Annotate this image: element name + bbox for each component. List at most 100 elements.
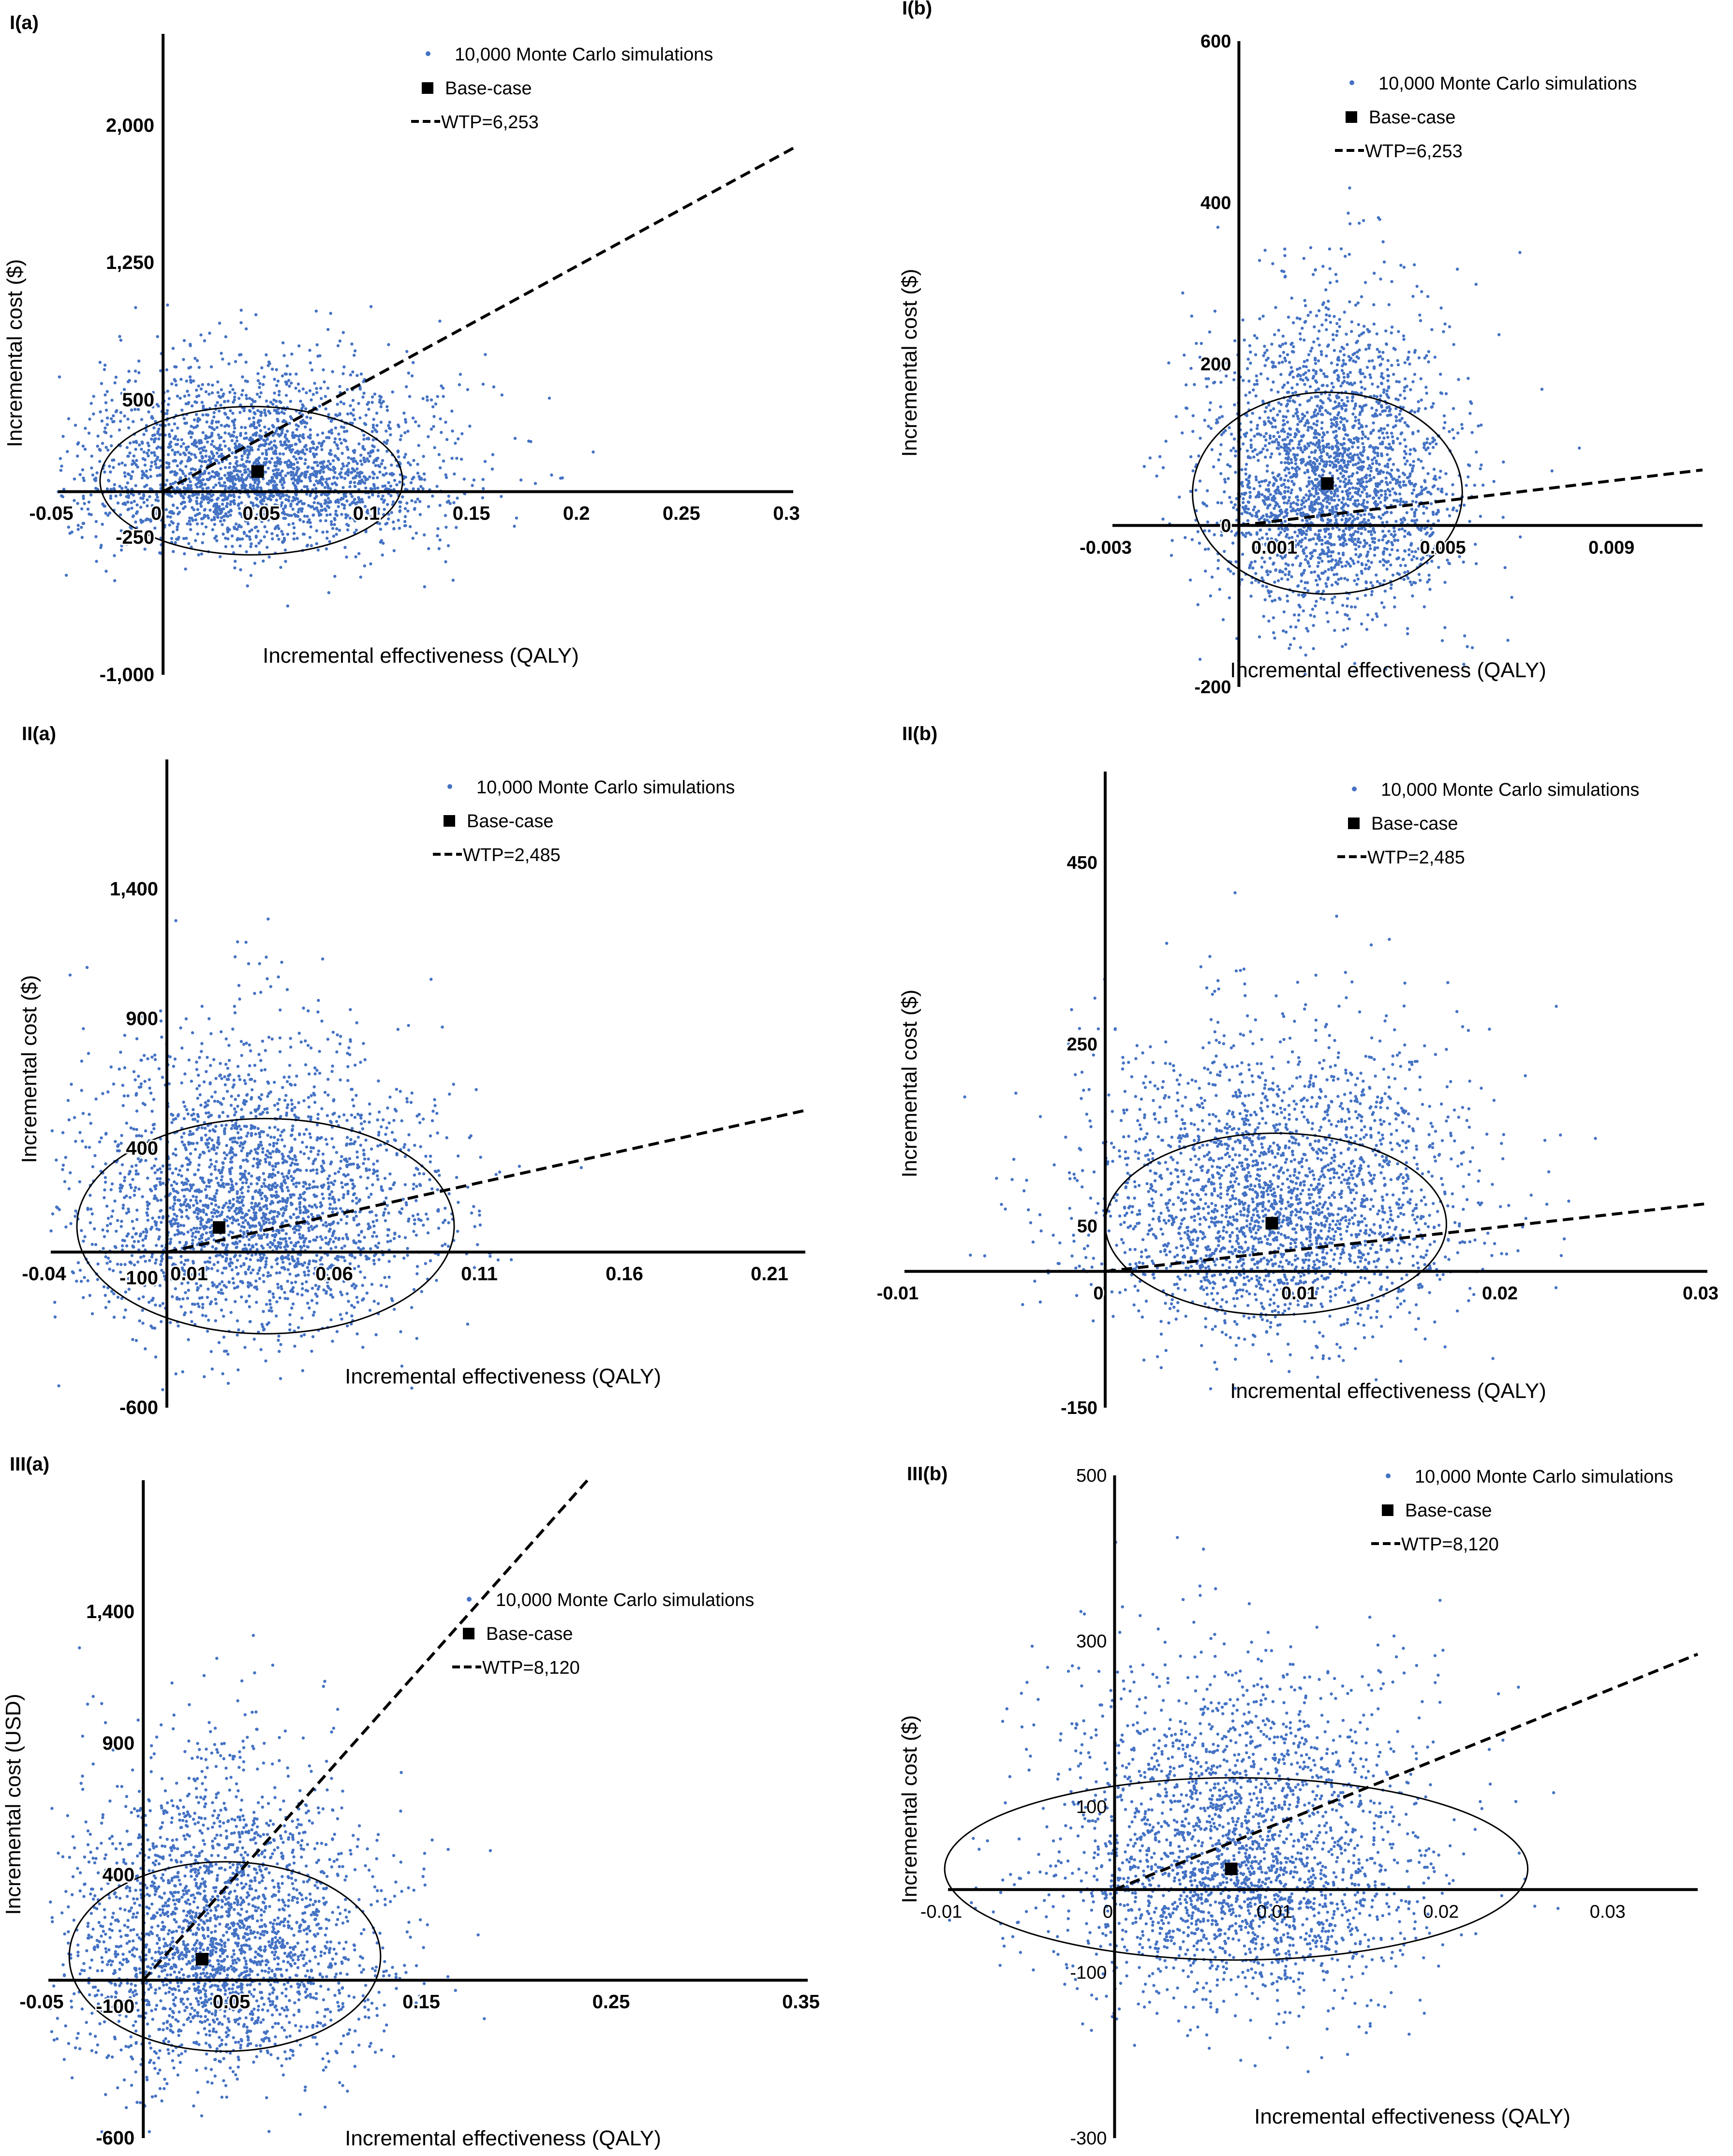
simulation-point xyxy=(1193,383,1196,387)
simulation-point xyxy=(296,424,300,428)
simulation-point xyxy=(131,470,134,474)
simulation-point xyxy=(1286,381,1289,385)
simulation-point xyxy=(193,493,196,497)
simulation-point xyxy=(233,525,236,529)
simulation-point xyxy=(340,513,343,516)
simulation-point xyxy=(292,455,296,459)
simulation-point xyxy=(296,536,299,540)
simulation-point xyxy=(1442,426,1446,430)
simulation-point xyxy=(139,506,143,509)
simulation-point xyxy=(1365,480,1368,484)
simulation-point xyxy=(248,513,251,517)
simulation-point xyxy=(1466,475,1470,479)
simulation-point xyxy=(1210,575,1214,579)
simulation-point xyxy=(1413,514,1416,518)
simulation-point xyxy=(1299,337,1302,341)
simulation-point xyxy=(1383,589,1387,593)
simulation-point xyxy=(1314,443,1317,447)
simulation-point xyxy=(190,404,194,408)
simulation-point xyxy=(136,465,139,469)
simulation-point xyxy=(185,536,188,540)
simulation-point xyxy=(1409,448,1412,451)
simulation-point xyxy=(404,453,407,456)
simulation-point xyxy=(285,430,289,433)
simulation-point xyxy=(1248,344,1252,347)
simulation-point xyxy=(1300,580,1303,583)
simulation-point xyxy=(513,524,516,528)
simulation-point xyxy=(109,470,112,474)
simulation-point xyxy=(321,508,324,512)
simulation-point xyxy=(179,445,183,448)
simulation-point xyxy=(1303,445,1307,448)
simulation-point xyxy=(1263,344,1266,348)
simulation-point xyxy=(1503,566,1507,569)
simulation-point xyxy=(195,502,199,506)
simulation-point xyxy=(101,442,104,445)
simulation-point xyxy=(1335,572,1339,576)
simulation-point xyxy=(1413,351,1417,354)
simulation-point xyxy=(1386,483,1389,486)
simulation-point xyxy=(1267,504,1271,507)
simulation-point xyxy=(1391,477,1394,481)
simulation-point xyxy=(1216,225,1220,229)
simulation-point xyxy=(1281,427,1285,431)
simulation-point xyxy=(1232,446,1235,450)
simulation-point xyxy=(302,502,306,506)
simulation-point xyxy=(76,528,80,531)
simulation-point xyxy=(1480,423,1483,427)
simulation-point xyxy=(1283,468,1287,472)
simulation-point xyxy=(200,446,204,450)
simulation-point xyxy=(119,339,123,342)
simulation-point xyxy=(1346,453,1349,457)
simulation-point xyxy=(1292,637,1296,640)
simulation-point xyxy=(152,451,156,454)
simulation-point xyxy=(203,471,207,475)
simulation-point xyxy=(388,420,391,424)
simulation-point xyxy=(337,505,340,508)
simulation-point xyxy=(403,524,407,528)
simulation-point xyxy=(1443,580,1447,584)
simulation-point xyxy=(165,368,168,372)
simulation-point xyxy=(416,471,420,475)
simulation-point xyxy=(200,552,204,556)
simulation-point xyxy=(142,402,146,405)
simulation-point xyxy=(1392,530,1396,533)
simulation-point xyxy=(259,391,263,395)
simulation-point xyxy=(235,439,239,443)
simulation-point xyxy=(147,448,150,452)
simulation-point xyxy=(166,303,169,307)
simulation-point xyxy=(1340,506,1344,510)
simulation-point xyxy=(1325,328,1328,331)
x-axis-title: Incremental effectiveness (QALY) xyxy=(263,644,579,668)
simulation-point xyxy=(1319,502,1322,506)
simulation-point xyxy=(249,424,252,428)
simulation-point xyxy=(220,352,223,355)
simulation-point xyxy=(404,476,407,479)
simulation-point xyxy=(1417,430,1420,433)
simulation-point xyxy=(1319,451,1323,454)
simulation-point xyxy=(259,414,263,417)
simulation-point xyxy=(1191,469,1195,473)
simulation-point xyxy=(287,498,290,502)
simulation-point xyxy=(1420,398,1423,402)
simulation-point xyxy=(316,464,319,467)
simulation-point xyxy=(151,405,155,409)
simulation-point xyxy=(176,525,179,529)
simulation-point xyxy=(217,433,220,437)
simulation-point xyxy=(309,494,312,497)
simulation-point xyxy=(1318,511,1321,515)
simulation-point xyxy=(1477,424,1480,428)
simulation-point xyxy=(146,441,149,445)
simulation-point xyxy=(212,428,216,431)
simulation-point xyxy=(319,387,323,390)
simulation-point xyxy=(267,360,271,364)
simulation-point xyxy=(195,388,198,392)
simulation-point xyxy=(1341,381,1345,385)
simulation-point xyxy=(182,339,186,342)
simulation-point xyxy=(1289,458,1293,461)
simulation-point xyxy=(1356,301,1360,305)
simulation-point xyxy=(333,518,337,521)
simulation-point xyxy=(337,501,341,504)
simulation-point xyxy=(1185,383,1188,387)
simulation-point xyxy=(1414,581,1417,585)
